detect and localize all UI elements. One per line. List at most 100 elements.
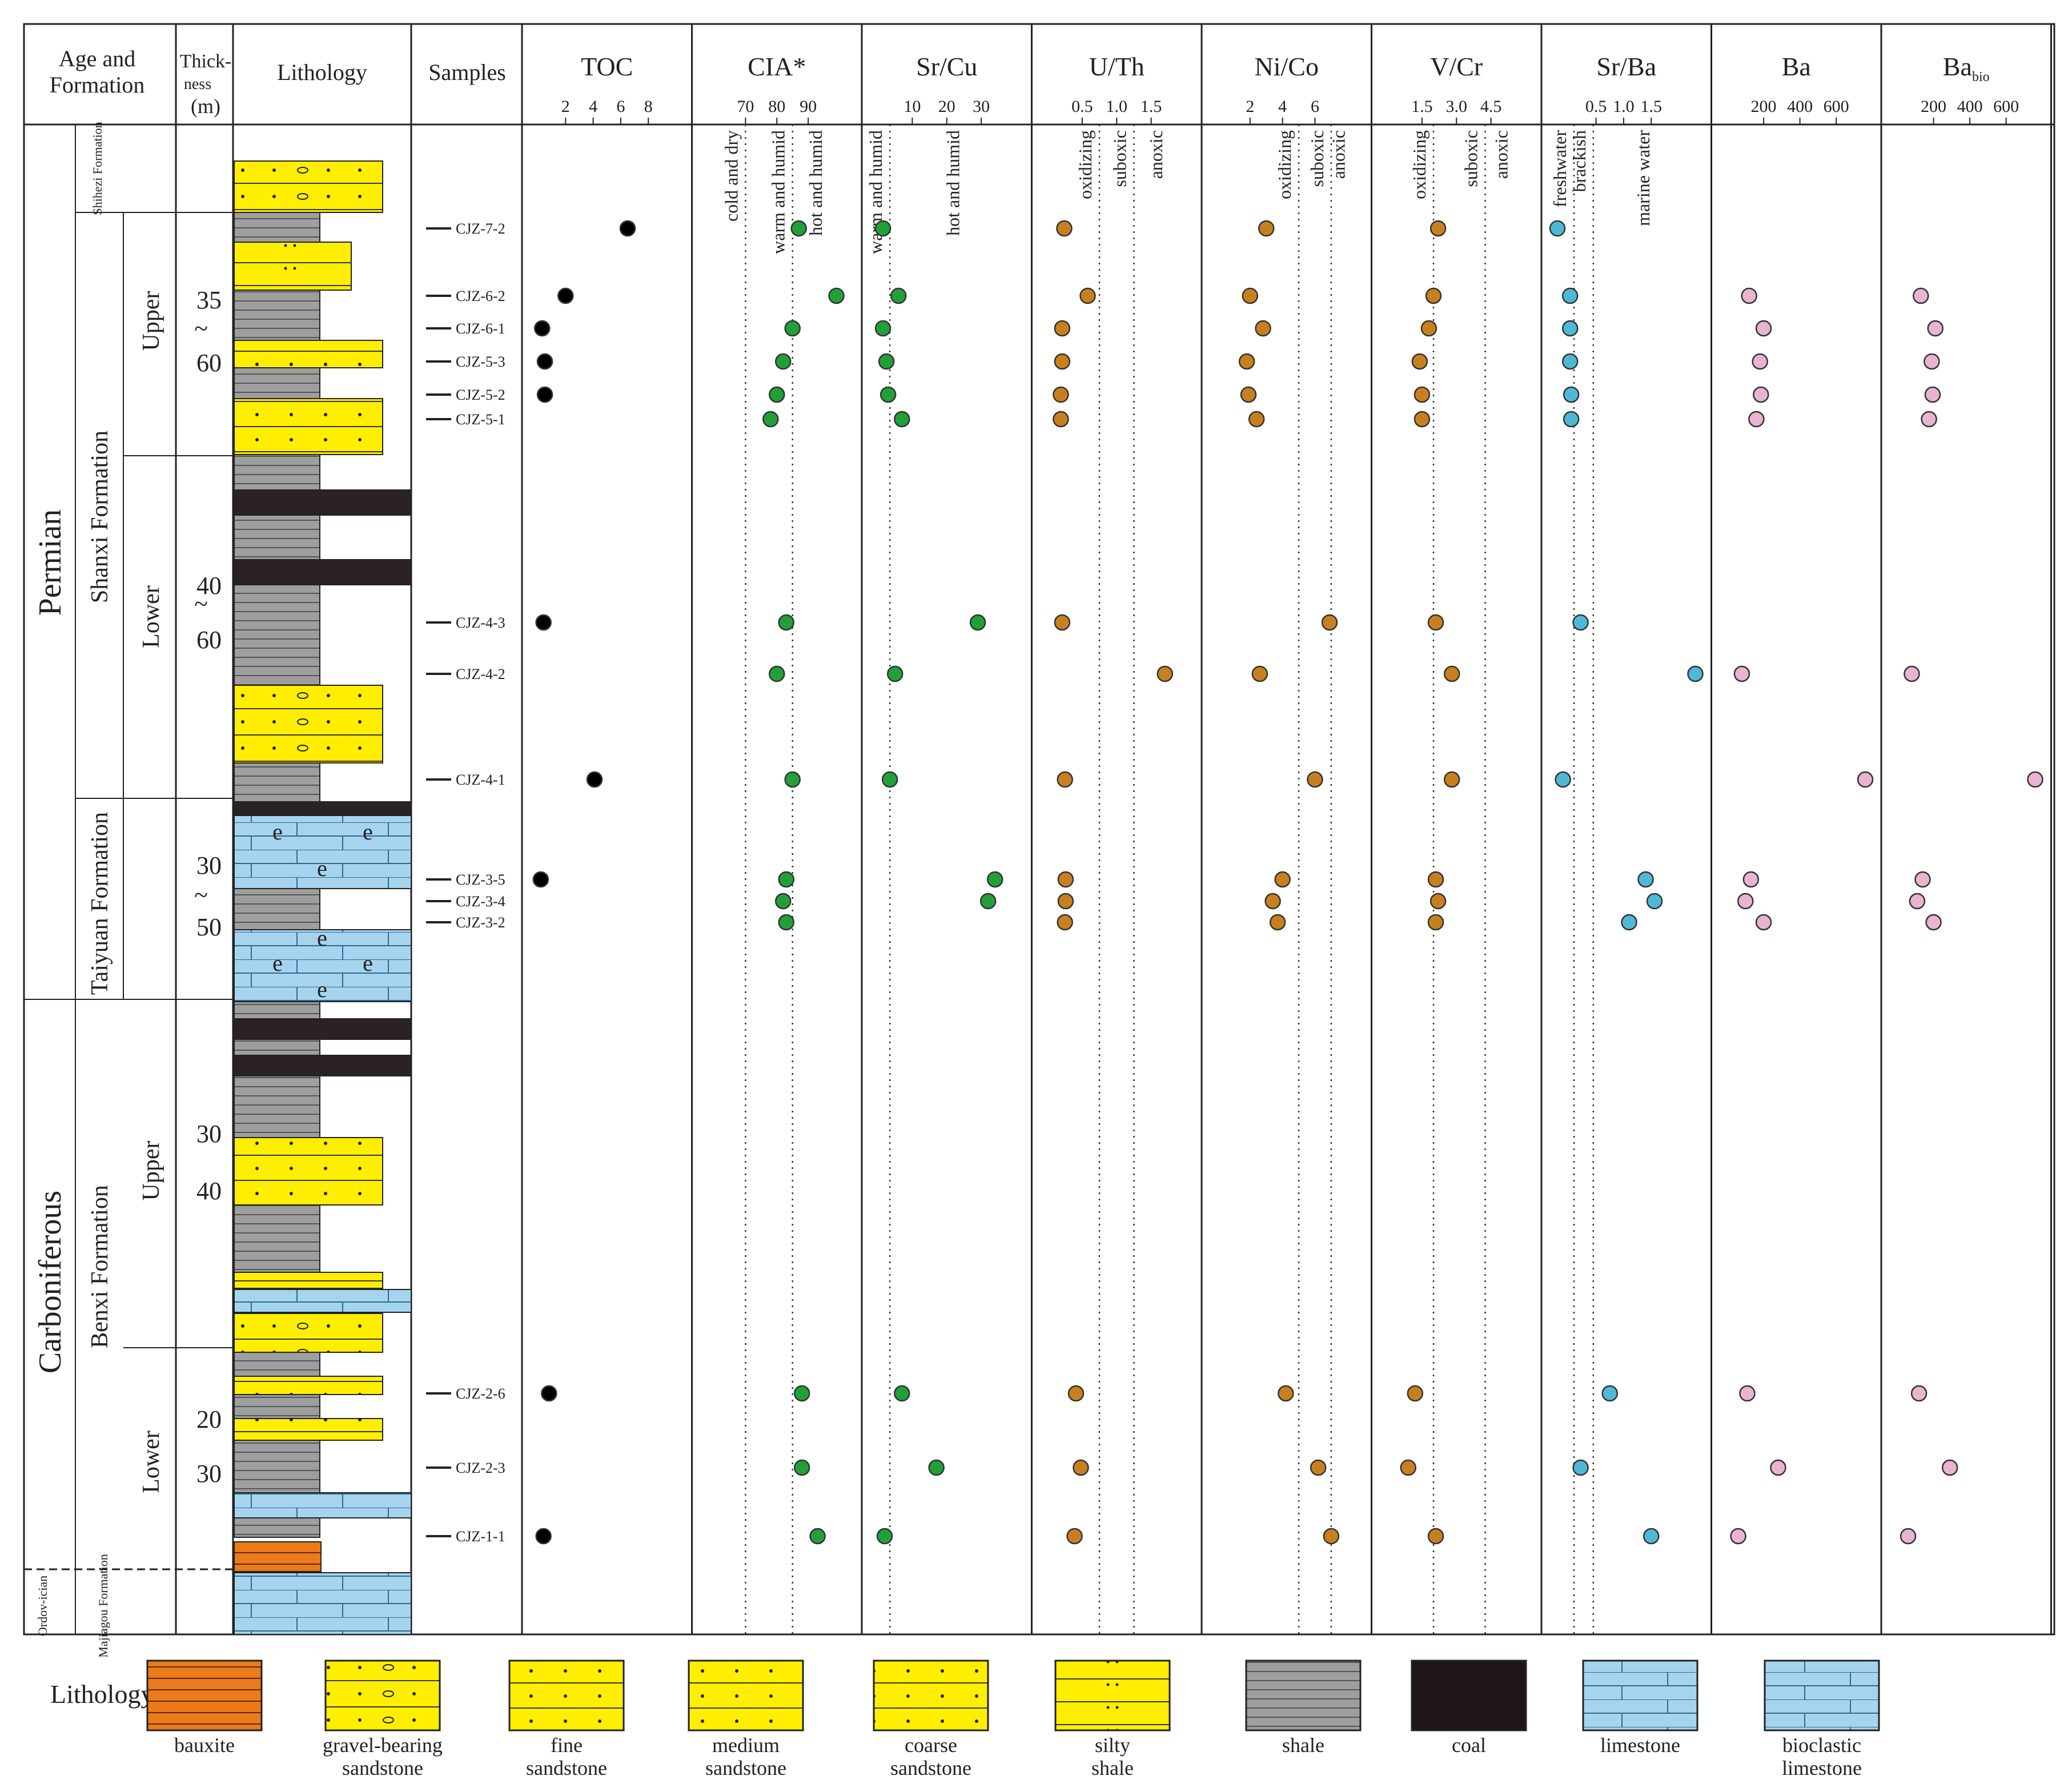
data-point bbox=[1909, 893, 1926, 910]
data-point bbox=[1549, 220, 1566, 237]
zone-label: anoxic bbox=[1491, 130, 1511, 179]
data-point bbox=[1927, 320, 1943, 337]
data-point bbox=[793, 1459, 810, 1476]
data-point bbox=[535, 614, 552, 631]
data-point bbox=[1255, 320, 1271, 337]
data-point bbox=[1925, 914, 1942, 931]
axis-tick-label: 400 bbox=[1957, 97, 1983, 116]
header-lithology: Lithology bbox=[277, 59, 367, 85]
data-point bbox=[1733, 665, 1750, 682]
axis-tick-label: 1.5 bbox=[1141, 97, 1162, 116]
litho-fine-sandstone bbox=[234, 1376, 383, 1395]
legend-label: fine sandstone bbox=[526, 1734, 607, 1779]
thickness-value: 40 bbox=[196, 1177, 222, 1205]
data-point bbox=[876, 1528, 893, 1545]
data-point bbox=[2027, 771, 2043, 788]
zone-label: hot and humid bbox=[805, 130, 826, 236]
data-point bbox=[557, 287, 574, 304]
column-headers: Age and Formation Thick-ness (m) Lithology… bbox=[50, 46, 506, 118]
litho-fine-sandstone bbox=[234, 340, 383, 368]
panel-3: U/Th 0.5 1.0 1.5 oxidizing suboxic anoxic bbox=[1053, 24, 1203, 1634]
thickness-value: ~ bbox=[194, 315, 208, 343]
data-point bbox=[1924, 386, 1941, 403]
legend-label: coarse sandstone bbox=[890, 1734, 971, 1779]
member-labels: Upper Lower Upper Lower bbox=[138, 291, 164, 1493]
axis-tick-label: 2 bbox=[1246, 97, 1254, 116]
data-point bbox=[586, 771, 603, 788]
data-point bbox=[1687, 665, 1704, 682]
data-point bbox=[778, 914, 794, 931]
data-point bbox=[828, 287, 845, 304]
data-point bbox=[784, 771, 801, 788]
data-point bbox=[1561, 353, 1579, 370]
data-point bbox=[880, 386, 897, 403]
data-point bbox=[1646, 893, 1663, 910]
legend-label: bioclastic limestone bbox=[1782, 1734, 1862, 1779]
data-point bbox=[979, 893, 997, 910]
panel-title: Babio bbox=[1943, 52, 1990, 85]
data-point bbox=[1079, 287, 1096, 304]
data-point bbox=[790, 220, 807, 237]
data-point bbox=[1274, 871, 1291, 888]
data-point bbox=[809, 1528, 826, 1545]
data-point bbox=[881, 771, 898, 788]
data-point bbox=[1425, 287, 1442, 304]
member-upper-shanxi: Upper bbox=[138, 291, 164, 351]
header-samples: Samples bbox=[428, 59, 506, 85]
data-point bbox=[1443, 771, 1460, 788]
thickness-value: 50 bbox=[196, 913, 222, 941]
data-point bbox=[1278, 1385, 1294, 1402]
zone-label: freshwater bbox=[1549, 130, 1570, 207]
axis-tick-label: 600 bbox=[1993, 97, 2019, 116]
data-point bbox=[1057, 871, 1074, 888]
litho-limestone bbox=[234, 1492, 412, 1518]
axis-tick-label: 90 bbox=[800, 97, 817, 116]
data-point bbox=[1910, 1385, 1928, 1402]
age-ordovician: Ordov-ician bbox=[35, 1576, 50, 1636]
data-point bbox=[1561, 287, 1579, 304]
formation-majiagou: Majiagou Formation bbox=[96, 1554, 110, 1657]
axis-tick-label: 200 bbox=[1751, 97, 1777, 116]
sample-label: CJZ-6-1 bbox=[456, 320, 505, 337]
panel-title: TOC bbox=[581, 52, 633, 81]
axis-tick-label: 200 bbox=[1921, 97, 1946, 116]
axis-tick-label: 6 bbox=[1311, 97, 1319, 116]
svg-text:e: e bbox=[317, 925, 327, 951]
data-point bbox=[784, 320, 801, 337]
legend-swatch bbox=[1582, 1660, 1698, 1731]
axis-tick-label: 70 bbox=[737, 97, 754, 116]
data-point bbox=[1411, 353, 1428, 370]
panel-title: U/Th bbox=[1089, 52, 1145, 81]
data-point bbox=[1737, 893, 1754, 910]
litho-coal bbox=[234, 489, 412, 516]
svg-text:e: e bbox=[317, 855, 327, 881]
thickness-value: 30 bbox=[196, 851, 222, 879]
sample-list: CJZ-7-2 CJZ-6-2 CJZ-6-1 CJZ-5-3 CJZ-5-2 CJZ-5… bbox=[426, 220, 505, 1545]
data-point bbox=[874, 220, 892, 237]
axis-tick-label: 8 bbox=[644, 97, 653, 116]
zone-label: brackish bbox=[1569, 130, 1589, 192]
sample-label: CJZ-7-2 bbox=[456, 220, 505, 237]
data-point bbox=[1643, 1528, 1660, 1545]
axis-tick-label: 10 bbox=[904, 97, 921, 116]
data-point bbox=[969, 614, 986, 631]
data-point bbox=[1248, 411, 1265, 428]
data-point bbox=[1427, 914, 1444, 931]
thickness-value: 60 bbox=[196, 626, 222, 654]
data-point bbox=[1053, 386, 1069, 403]
litho-coal bbox=[234, 559, 412, 585]
age-carboniferous: Carboniferous bbox=[33, 1191, 68, 1373]
formation-benxi: Benxi Formation bbox=[87, 1185, 113, 1348]
data-point bbox=[533, 320, 551, 337]
litho-coal bbox=[234, 1018, 412, 1040]
data-point bbox=[1056, 220, 1073, 237]
sample-label: CJZ-1-1 bbox=[456, 1528, 505, 1545]
data-point bbox=[1741, 287, 1757, 304]
sample-label: CJZ-2-6 bbox=[456, 1385, 505, 1402]
panel-title: Ba bbox=[1782, 52, 1811, 81]
data-point bbox=[1053, 411, 1069, 428]
data-point bbox=[619, 220, 636, 237]
